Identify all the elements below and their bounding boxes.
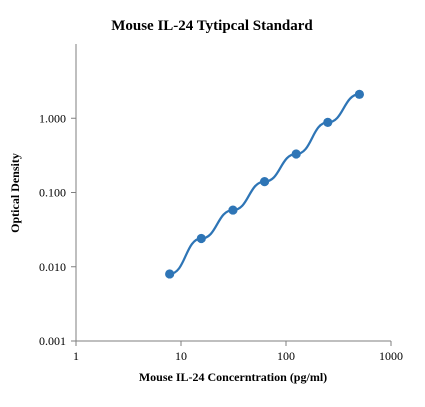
- data-point: [323, 117, 333, 127]
- x-axis-ticks: 1 10 100 1000: [73, 341, 403, 363]
- chart-title: Mouse IL-24 Tytipcal Standard: [111, 18, 313, 34]
- data-point: [228, 205, 238, 215]
- x-axis-label: Mouse IL-24 Concerntration (pg/ml): [139, 370, 327, 384]
- x-tick-label: 1000: [379, 349, 403, 363]
- data-point: [354, 89, 364, 99]
- data-point: [259, 177, 270, 187]
- x-tick-label: 10: [175, 349, 187, 363]
- plot-area: 1 10 100 1000 0.001 0.010 0.100 1.000: [39, 44, 403, 363]
- data-point: [165, 269, 175, 279]
- y-tick-label: 1.000: [39, 111, 66, 125]
- y-tick-label: 0.001: [39, 334, 66, 348]
- y-tick-label: 0.010: [39, 260, 66, 274]
- x-tick-label: 1: [73, 349, 79, 363]
- y-axis-label: Optical Density: [8, 153, 22, 233]
- data-point: [291, 149, 301, 159]
- data-point: [196, 233, 206, 244]
- series-layer: [165, 89, 364, 279]
- y-axis-ticks: 0.001 0.010 0.100 1.000: [39, 111, 76, 348]
- y-tick-label: 0.100: [39, 186, 66, 200]
- x-tick-label: 100: [277, 349, 295, 363]
